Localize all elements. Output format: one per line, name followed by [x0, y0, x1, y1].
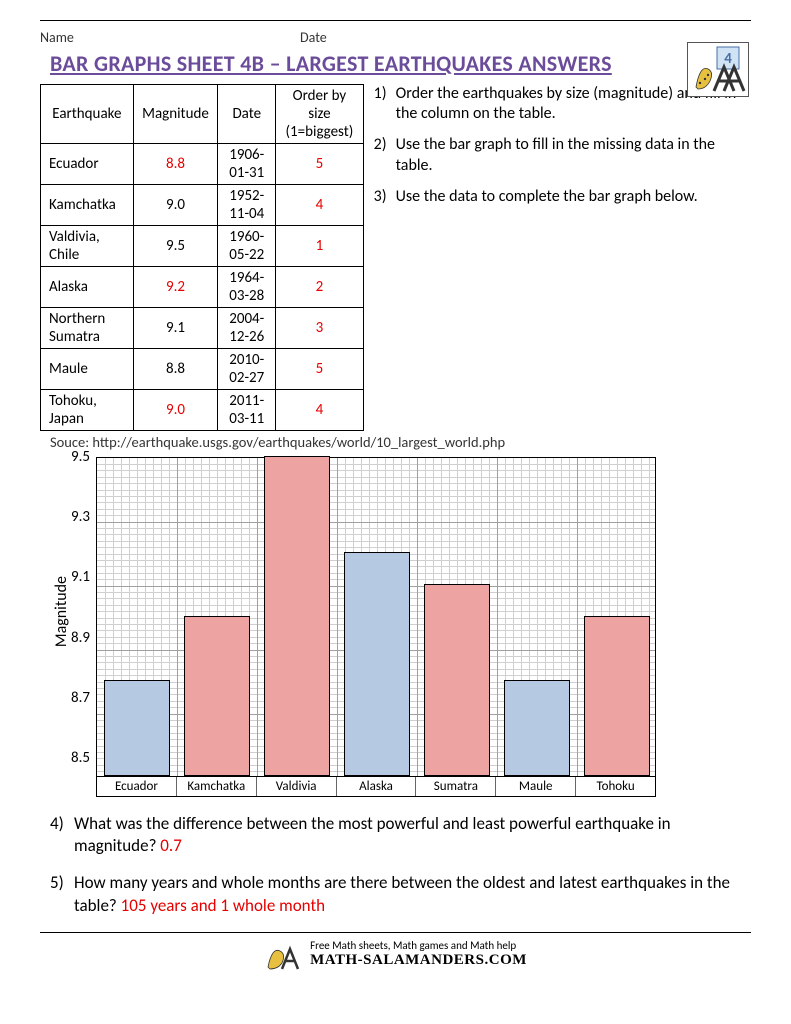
table-header-cell: Magnitude	[133, 84, 218, 143]
logo-badge: 4	[687, 42, 749, 97]
cell-earthquake: Valdivia, Chile	[41, 225, 134, 266]
cell-date: 1906-01-31	[218, 143, 276, 184]
chart-bar	[424, 584, 490, 776]
xtick-label: Ecuador	[97, 777, 177, 796]
instructions-list: 1)Order the earthquakes by size (magnitu…	[374, 84, 751, 218]
cell-order: 2	[276, 266, 363, 307]
chart-bar	[184, 616, 250, 776]
xtick-label: Maule	[496, 777, 576, 796]
table-row: Valdivia, Chile9.51960-05-221	[41, 225, 364, 266]
table-header-cell: Earthquake	[41, 84, 134, 143]
question-text: How many years and whole months are ther…	[74, 872, 741, 918]
table-header-cell: Date	[218, 84, 276, 143]
cell-date: 1952-11-04	[218, 184, 276, 225]
questions-block: 4)What was the difference between the mo…	[50, 813, 741, 919]
xtick-label: Valdivia	[257, 777, 337, 796]
chart-bar	[344, 552, 410, 776]
header-row: Name Date	[40, 29, 751, 46]
cell-magnitude: 9.0	[133, 389, 218, 430]
instruction-item: 3)Use the data to complete the bar graph…	[374, 187, 751, 208]
cell-date: 2010-02-27	[218, 348, 276, 389]
salamander-logo-icon: 4	[690, 45, 746, 95]
chart-bar	[504, 680, 570, 776]
instruction-text: Use the data to complete the bar graph b…	[396, 187, 698, 208]
instruction-item: 2)Use the bar graph to fill in the missi…	[374, 135, 751, 177]
cell-earthquake: Kamchatka	[41, 184, 134, 225]
cell-magnitude: 9.1	[133, 307, 218, 348]
cell-magnitude: 9.2	[133, 266, 218, 307]
name-label: Name	[40, 29, 300, 46]
question-number: 4)	[50, 813, 74, 859]
footer-brand: MATH-SALAMANDERS.COM	[310, 952, 527, 969]
table-row: Ecuador8.81906-01-315	[41, 143, 364, 184]
cell-date: 2004-12-26	[218, 307, 276, 348]
cell-order: 3	[276, 307, 363, 348]
chart-bar	[104, 680, 170, 776]
svg-text:4: 4	[724, 50, 732, 68]
chart-container: Magnitude 9.59.39.18.98.78.5 EcuadorKamc…	[48, 457, 751, 797]
footer: Free Math sheets, Math games and Math he…	[40, 932, 751, 974]
instruction-number: 1)	[374, 84, 396, 126]
chart-column: EcuadorKamchatkaValdiviaAlaskaSumatraMau…	[96, 457, 656, 797]
chart-plot-area	[96, 457, 656, 777]
cell-earthquake: Tohoku, Japan	[41, 389, 134, 430]
cell-magnitude: 9.5	[133, 225, 218, 266]
instruction-number: 3)	[374, 187, 396, 208]
cell-earthquake: Maule	[41, 348, 134, 389]
cell-order: 1	[276, 225, 363, 266]
question-answer: 0.7	[160, 835, 182, 856]
question-number: 5)	[50, 872, 74, 918]
cell-magnitude: 9.0	[133, 184, 218, 225]
source-line: Souce: http://earthquake.usgs.gov/earthq…	[50, 433, 751, 451]
question-text: What was the difference between the most…	[74, 813, 741, 859]
xtick-label: Kamchatka	[177, 777, 257, 796]
table-row: Alaska9.21964-03-282	[41, 266, 364, 307]
cell-order: 4	[276, 389, 363, 430]
question-answer: 105 years and 1 whole month	[121, 895, 325, 916]
cell-earthquake: Northern Sumatra	[41, 307, 134, 348]
chart-bar	[264, 456, 330, 776]
question-item: 4)What was the difference between the mo…	[50, 813, 741, 859]
cell-earthquake: Alaska	[41, 266, 134, 307]
chart-bar	[584, 616, 650, 776]
chart-ylabel: Magnitude	[48, 576, 71, 647]
cell-order: 4	[276, 184, 363, 225]
worksheet-title: BAR GRAPHS SHEET 4B – LARGEST EARTHQUAKE…	[50, 50, 751, 78]
ytick-label: 8.9	[71, 629, 90, 647]
content-row: EarthquakeMagnitudeDateOrder by size(1=b…	[40, 84, 751, 431]
question-item: 5)How many years and whole months are th…	[50, 872, 741, 918]
table-row: Maule8.82010-02-275	[41, 348, 364, 389]
cell-date: 1964-03-28	[218, 266, 276, 307]
ytick-label: 8.5	[71, 749, 90, 767]
table-header-cell: Order by size(1=biggest)	[276, 84, 363, 143]
earthquake-table: EarthquakeMagnitudeDateOrder by size(1=b…	[40, 84, 364, 431]
ytick-label: 9.3	[71, 508, 90, 526]
chart-yticks: 9.5 9.3 9.1 8.9 8.7 8.5	[71, 448, 96, 768]
date-label: Date	[300, 29, 327, 46]
ytick-label: 9.5	[71, 448, 90, 466]
ytick-label: 8.7	[71, 689, 90, 707]
xtick-label: Tohoku	[576, 777, 655, 796]
instruction-number: 2)	[374, 135, 396, 177]
cell-order: 5	[276, 143, 363, 184]
cell-date: 2011-03-11	[218, 389, 276, 430]
xtick-label: Sumatra	[416, 777, 496, 796]
ytick-label: 9.1	[71, 568, 90, 586]
top-rule	[40, 20, 751, 21]
cell-magnitude: 8.8	[133, 348, 218, 389]
xtick-label: Alaska	[337, 777, 417, 796]
cell-order: 5	[276, 348, 363, 389]
table-row: Northern Sumatra9.12004-12-263	[41, 307, 364, 348]
instruction-text: Use the bar graph to fill in the missing…	[396, 135, 751, 177]
table-row: Tohoku, Japan9.02011-03-114	[41, 389, 364, 430]
cell-magnitude: 8.8	[133, 143, 218, 184]
cell-earthquake: Ecuador	[41, 143, 134, 184]
footer-logo-icon	[264, 937, 304, 971]
worksheet-page: Name Date 4 BAR GRAPHS SHEET 4B – LARGES…	[0, 0, 791, 984]
table-row: Kamchatka9.01952-11-044	[41, 184, 364, 225]
cell-date: 1960-05-22	[218, 225, 276, 266]
footer-text: Free Math sheets, Math games and Math he…	[310, 940, 527, 969]
chart-xlabels: EcuadorKamchatkaValdiviaAlaskaSumatraMau…	[96, 777, 656, 797]
footer-tagline: Free Math sheets, Math games and Math he…	[310, 940, 527, 952]
